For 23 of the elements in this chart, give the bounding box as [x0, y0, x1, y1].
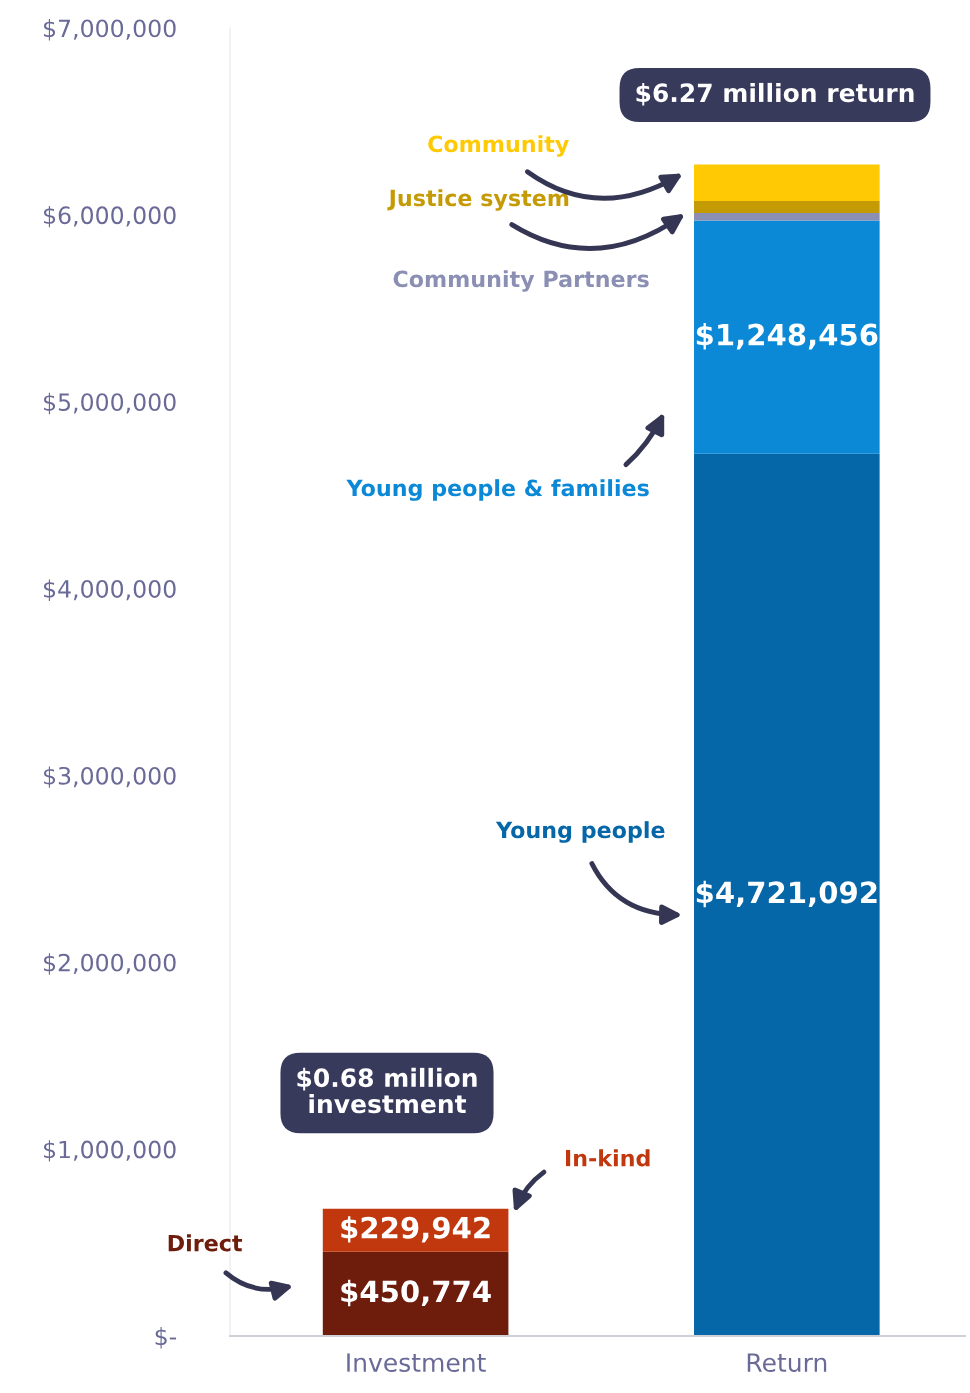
y-tick-label: $6,000,000 [43, 205, 176, 228]
y-tick-label: $4,000,000 [43, 579, 176, 602]
data-label: $450,774 [341, 1279, 491, 1307]
x-tick-label: Return [747, 1353, 827, 1373]
series-label: Young people [495, 821, 665, 843]
x-tick-label: Investment [347, 1353, 486, 1373]
y-tick-label: $2,000,000 [43, 953, 176, 975]
data-label: $1,248,456 [696, 323, 878, 350]
text: Justice system [387, 189, 569, 211]
y-tick-label: $1,000,000 [43, 1140, 176, 1162]
text: In-kind [566, 1149, 650, 1167]
text: Young people & families [346, 479, 649, 501]
text: Community [428, 135, 569, 157]
text: Community Partners [393, 270, 649, 292]
data-label: $229,942 [341, 1216, 490, 1243]
text: Direct [168, 1234, 243, 1252]
annotation: $6.27 million return [636, 82, 914, 106]
annotation: $0.68 million investment [297, 1067, 477, 1114]
data-label: $4,721,092 [696, 880, 877, 908]
y-tick-label: $- [155, 1327, 177, 1349]
y-tick-label: $3,000,000 [43, 766, 176, 788]
y-tick-label: $7,000,000 [43, 19, 176, 41]
y-tick-label: $5,000,000 [43, 392, 176, 415]
